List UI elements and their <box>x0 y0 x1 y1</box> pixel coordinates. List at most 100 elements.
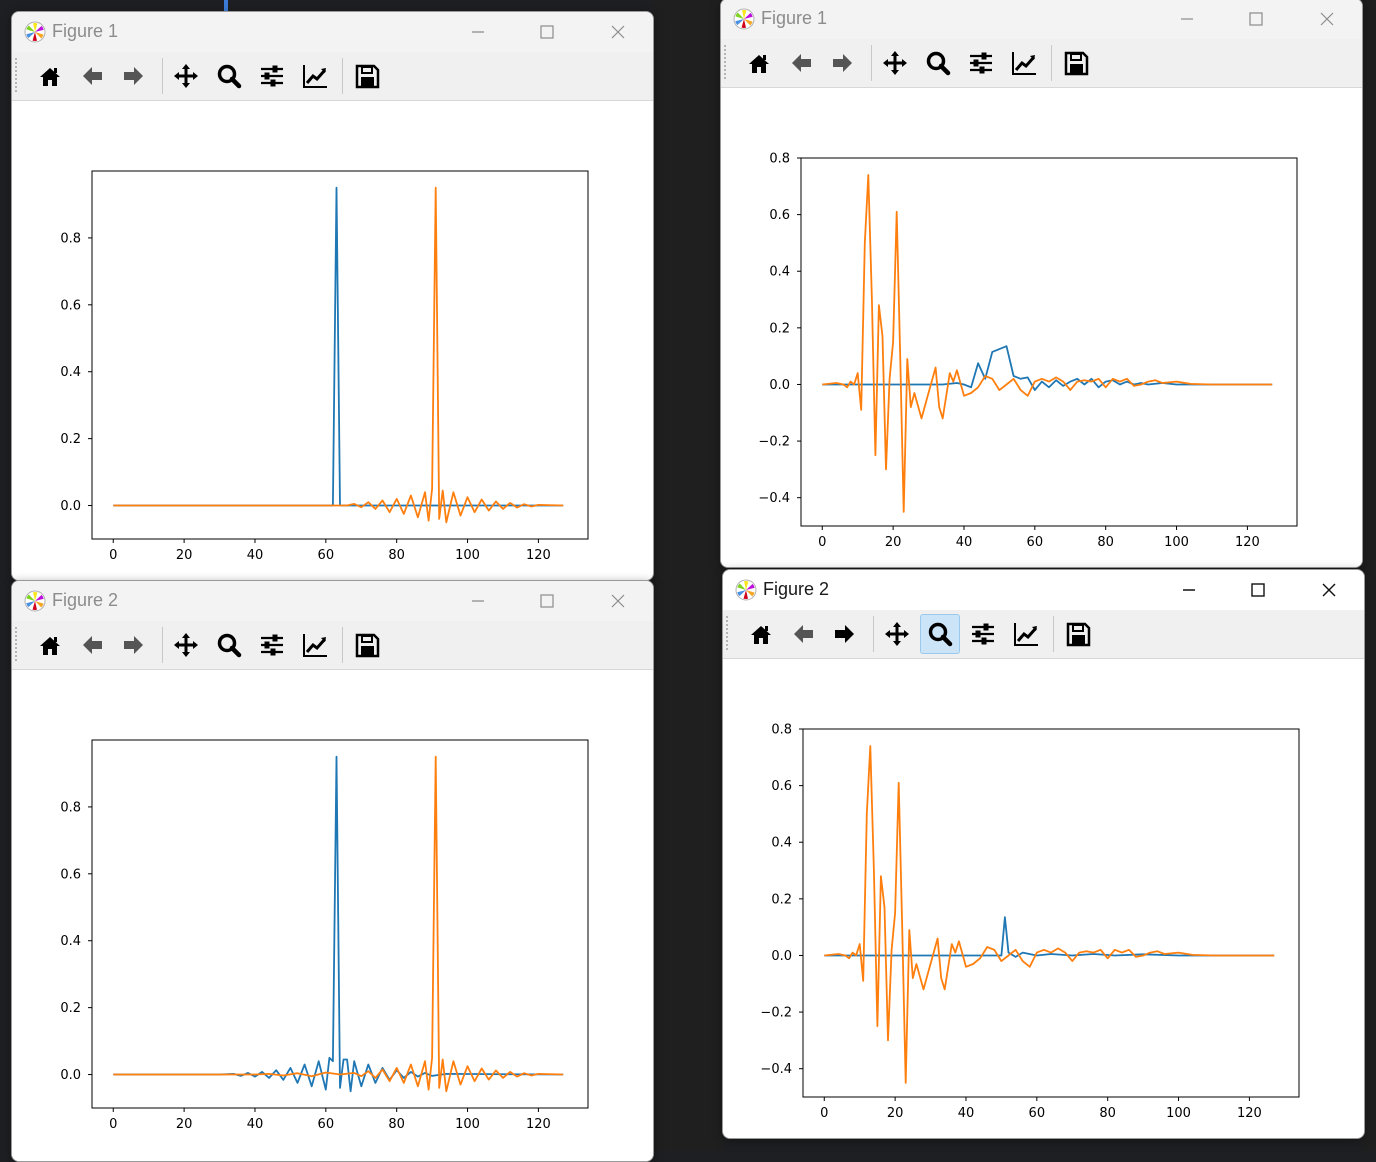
move-icon <box>174 64 198 88</box>
x-tick-label: 20 <box>176 548 193 563</box>
toolbar-grip[interactable] <box>726 616 728 652</box>
close-button[interactable] <box>1311 576 1347 604</box>
plot-canvas[interactable]: 0 20 40 60 80 100 120 0.0 0.2 0.4 0.6 0.8 <box>12 670 653 1161</box>
window-titlebar[interactable]: Figure 1 <box>12 12 653 52</box>
home-icon <box>751 626 771 644</box>
home-button[interactable] <box>30 56 70 96</box>
y-tick-label: 0.0 <box>60 1068 81 1083</box>
figure-2-window-left[interactable]: Figure 2 0 20 40 60 80 100 120 0.0 0.2 0.4 0.6 0.8 <box>11 580 654 1162</box>
x-tick-label: 40 <box>958 1106 975 1121</box>
y-tick-label: 0.8 <box>60 800 81 815</box>
maximize-icon <box>540 594 554 608</box>
home-button[interactable] <box>30 625 70 665</box>
x-tick-label: 0 <box>109 548 117 563</box>
line-chart: 0 20 40 60 80 100 120 0.0 0.2 0.4 0.6 0.8 <box>60 739 589 1132</box>
minimize-button[interactable] <box>460 587 496 615</box>
figure-1-window-left[interactable]: Figure 1 0 20 40 60 80 100 120 0.0 0.2 0.4 0.6 0.8 <box>11 11 654 581</box>
window-titlebar[interactable]: Figure 2 <box>12 581 653 621</box>
back-button[interactable] <box>72 56 112 96</box>
plot-canvas[interactable]: 0 20 40 60 80 100 120 0.0 0.2 0.4 0.6 0.8 <box>12 101 653 580</box>
home-button[interactable] <box>741 614 781 654</box>
save-button[interactable] <box>347 625 387 665</box>
subplots-button[interactable] <box>252 56 292 96</box>
back-button[interactable] <box>72 625 112 665</box>
floppy-disk-icon <box>1066 622 1091 647</box>
y-tick-label: 0.2 <box>769 321 790 336</box>
floppy-disk-icon <box>355 633 380 658</box>
floppy-disk-icon <box>355 64 380 89</box>
close-button[interactable] <box>600 587 636 615</box>
home-button[interactable] <box>739 43 779 83</box>
toolbar-separator <box>873 616 874 652</box>
window-titlebar[interactable]: Figure 1 <box>721 0 1362 39</box>
forward-button[interactable] <box>823 43 863 83</box>
toolbar-separator <box>1053 616 1054 652</box>
x-tick-label: 100 <box>1164 535 1189 550</box>
x-tick-label: 0 <box>818 535 826 550</box>
line-chart-icon <box>303 634 327 657</box>
save-button[interactable] <box>1058 614 1098 654</box>
x-tick-label: 120 <box>1235 535 1260 550</box>
y-tick-label: −0.4 <box>758 491 790 506</box>
window-titlebar[interactable]: Figure 2 <box>723 570 1364 610</box>
toolbar-grip[interactable] <box>15 627 17 663</box>
save-button[interactable] <box>1056 43 1096 83</box>
zoom-button[interactable] <box>918 43 958 83</box>
floppy-disk-icon <box>1064 51 1089 76</box>
minimize-button[interactable] <box>1169 5 1205 33</box>
y-tick-label: −0.2 <box>760 1006 792 1021</box>
edit-button[interactable] <box>295 625 335 665</box>
x-tick-label: 20 <box>176 1117 193 1132</box>
line-chart-icon <box>1012 52 1036 75</box>
edit-button[interactable] <box>295 56 335 96</box>
line-chart: 0 20 40 60 80 100 120 0.0 0.2 0.4 0.6 0.8 <box>60 170 589 563</box>
back-button[interactable] <box>781 43 821 83</box>
maximize-button[interactable] <box>529 587 565 615</box>
subplots-button[interactable] <box>963 614 1003 654</box>
plot-canvas[interactable]: 0 20 40 60 80 100 120 −0.4 −0.2 0.0 0.2 0.4 0.6 0.8 <box>721 88 1362 567</box>
edit-button[interactable] <box>1004 43 1044 83</box>
minimize-button[interactable] <box>460 18 496 46</box>
figure-1-window-right[interactable]: Figure 1 0 20 40 60 80 100 120 −0.4 −0.2 0.0 0.2 0.… <box>720 0 1363 568</box>
toolbar-grip[interactable] <box>15 58 17 94</box>
y-tick-label: −0.2 <box>758 435 790 450</box>
plot-canvas[interactable]: 0 20 40 60 80 100 120 −0.4 −0.2 0.0 0.2 0.4 0.6 0.8 <box>723 659 1364 1138</box>
y-tick-label: 0.4 <box>771 836 792 851</box>
y-tick-label: 0.6 <box>60 298 81 313</box>
close-icon <box>1320 12 1334 26</box>
forward-button[interactable] <box>114 56 154 96</box>
minimize-button[interactable] <box>1171 576 1207 604</box>
close-button[interactable] <box>600 18 636 46</box>
y-tick-label: 0.8 <box>769 152 790 167</box>
figure-2-window-right[interactable]: Figure 2 0 20 40 60 80 100 120 −0.4 −0.2 0.0 0.2 0.… <box>722 569 1365 1139</box>
y-tick-label: 0.4 <box>769 265 790 280</box>
zoom-button[interactable] <box>920 614 960 654</box>
maximize-button[interactable] <box>529 18 565 46</box>
x-tick-label: 60 <box>318 1117 335 1132</box>
close-button[interactable] <box>1309 5 1345 33</box>
edit-button[interactable] <box>1006 614 1046 654</box>
y-tick-label: 0.2 <box>60 1001 81 1016</box>
pan-button[interactable] <box>877 614 917 654</box>
subplots-button[interactable] <box>961 43 1001 83</box>
pan-button[interactable] <box>875 43 915 83</box>
forward-button[interactable] <box>825 614 865 654</box>
toolbar-grip[interactable] <box>724 45 726 81</box>
sliders-icon <box>261 634 283 656</box>
pan-button[interactable] <box>166 56 206 96</box>
save-button[interactable] <box>347 56 387 96</box>
minimize-icon <box>472 31 484 33</box>
y-tick-label: 0.4 <box>60 934 81 949</box>
back-arrow-icon <box>794 625 813 643</box>
pan-button[interactable] <box>166 625 206 665</box>
back-button[interactable] <box>783 614 823 654</box>
zoom-button[interactable] <box>209 56 249 96</box>
navigation-toolbar <box>723 610 1364 659</box>
forward-button[interactable] <box>114 625 154 665</box>
maximize-button[interactable] <box>1240 576 1276 604</box>
maximize-button[interactable] <box>1238 5 1274 33</box>
x-tick-label: 60 <box>1029 1106 1046 1121</box>
zoom-button[interactable] <box>209 625 249 665</box>
line-chart: 0 20 40 60 80 100 120 −0.4 −0.2 0.0 0.2 0.4 0.6 0.8 <box>758 152 1298 550</box>
subplots-button[interactable] <box>252 625 292 665</box>
